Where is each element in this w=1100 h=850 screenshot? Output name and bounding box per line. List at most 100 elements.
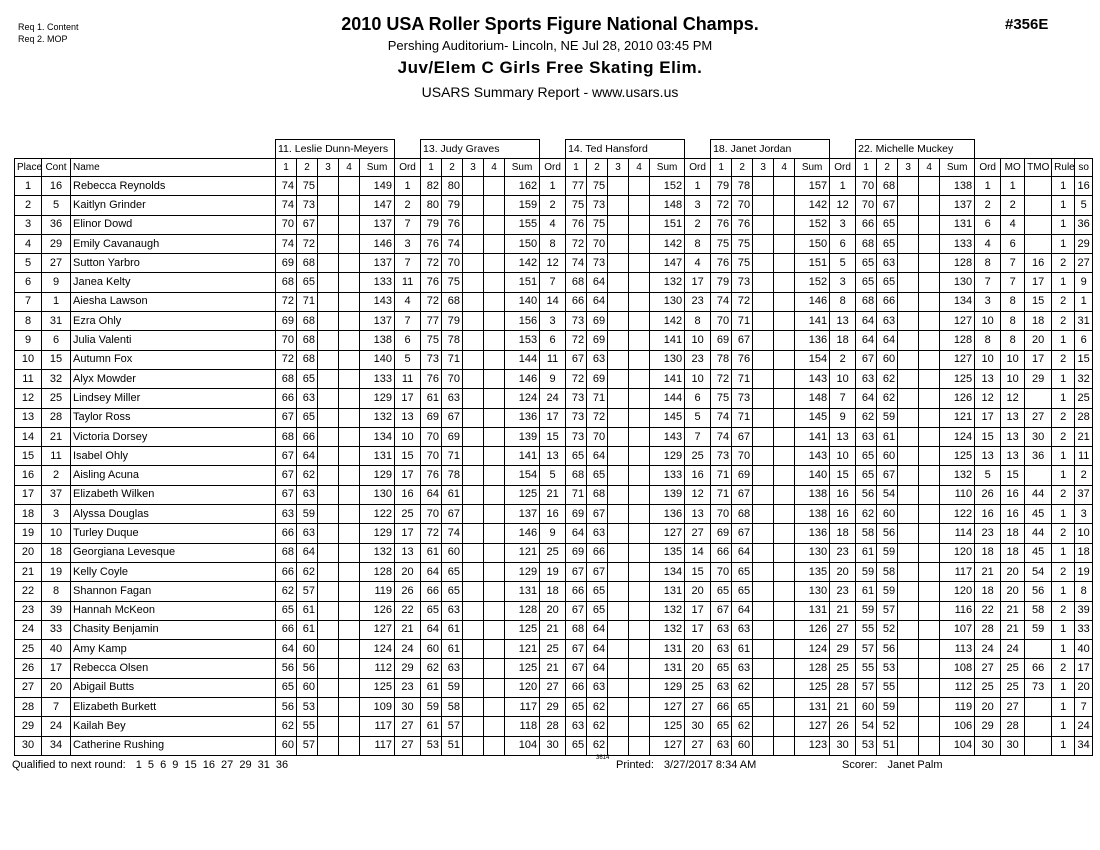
contestant-number-cell: 16	[41, 175, 71, 197]
judge2-sum: 153	[504, 330, 541, 351]
judge4-score2: 62	[731, 677, 754, 699]
judge5-sum: 132	[939, 465, 976, 486]
rule-cell: 1	[1051, 716, 1076, 737]
total-majority-ordinal-cell: 73	[1024, 677, 1053, 699]
judge2-score4	[483, 233, 506, 255]
judge5-score1: 64	[855, 388, 878, 409]
judge4-sum: 150	[794, 233, 831, 255]
judge2-score3	[462, 523, 485, 544]
skater-name: Kailah Bey	[70, 716, 276, 737]
judge2-score1: 64	[420, 484, 443, 506]
place-cell: 14	[14, 426, 42, 448]
judge2-score1: 61	[420, 388, 443, 409]
judge5-sum: 120	[939, 581, 976, 602]
contestant-number-cell: 19	[41, 561, 71, 583]
judge2-ordinal: 3	[539, 311, 567, 332]
judge5-score1: 64	[855, 311, 878, 332]
contestant-number-cell: 24	[41, 716, 71, 737]
judge4-sum: 125	[794, 677, 831, 699]
judge3-score4	[628, 272, 651, 293]
judge2-score2: 57	[441, 716, 464, 737]
judge2-score1: 77	[420, 311, 443, 332]
judge2-sum: 155	[504, 214, 541, 235]
judge3-ordinal: 25	[684, 677, 712, 699]
skater-name: Abigail Butts	[70, 677, 276, 699]
judge5-score1: 65	[855, 253, 878, 274]
judge2-ordinal: 21	[539, 658, 567, 679]
judge4-score2: 64	[731, 600, 754, 621]
judge2-score3	[462, 291, 485, 313]
judge4-score4	[773, 175, 796, 197]
skating-order-cell: 24	[1074, 716, 1094, 737]
judge1-score4	[338, 214, 360, 235]
contestant-number-cell: 3	[41, 504, 71, 525]
judge5-score3	[897, 504, 920, 525]
judge4-score3	[752, 175, 775, 197]
judge4-score4	[773, 330, 796, 351]
judge4-ordinal: 16	[829, 504, 857, 525]
judge4-score3	[752, 233, 775, 255]
skating-order-cell: 17	[1074, 658, 1094, 679]
judge3-score1: 77	[565, 175, 588, 197]
judge1-ordinal: 24	[394, 639, 422, 660]
judge2-ordinal: 29	[539, 697, 567, 718]
judge3-score2: 70	[586, 426, 609, 448]
judge5-subheader-1: 1	[855, 158, 878, 177]
judge2-ordinal: 11	[539, 349, 567, 370]
skater-row-9: 9 6 Julia Valenti 70 68 138 6 75 78 153 6 72 69 141 10…	[14, 330, 1094, 351]
place-cell: 17	[14, 484, 42, 506]
judge1-sum: 117	[358, 735, 396, 756]
judge3-score4	[628, 677, 651, 699]
judge2-score2: 58	[441, 697, 464, 718]
judge1-score4	[338, 465, 360, 486]
judge5-score1: 61	[855, 581, 878, 602]
judge2-score2: 76	[441, 214, 464, 235]
majority-ordinal-cell: 20	[1000, 561, 1026, 583]
judge4-score1: 66	[710, 697, 733, 718]
judge5-score3	[897, 561, 920, 583]
skater-row-15: 15 11 Isabel Ohly 67 64 131 15 70 71 141 13 65 64 129…	[14, 446, 1094, 467]
contestant-number-cell: 39	[41, 600, 71, 621]
judge3-score3	[607, 311, 630, 332]
judge2-score3	[462, 349, 485, 370]
judge5-score4	[918, 330, 941, 351]
judge5-sum: 128	[939, 253, 976, 274]
total-majority-ordinal-cell: 29	[1024, 368, 1053, 390]
judge3-score1: 67	[565, 600, 588, 621]
judge1-score1: 67	[275, 407, 297, 428]
judge2-score3	[462, 697, 485, 718]
skater-name: Alyssa Douglas	[70, 504, 276, 525]
skating-order-cell: 20	[1074, 677, 1094, 699]
judge4-ordinal: 5	[829, 253, 857, 274]
skating-order-cell: 15	[1074, 349, 1094, 370]
judge4-score3	[752, 542, 775, 563]
judge1-score2: 68	[296, 311, 318, 332]
judge3-score3	[607, 735, 630, 756]
judge1-sum: 137	[358, 253, 396, 274]
judge3-ordinal: 17	[684, 272, 712, 293]
judge2-score2: 71	[441, 446, 464, 467]
skating-order-cell: 34	[1074, 735, 1094, 756]
judge4-sum: 141	[794, 426, 831, 448]
judge1-subheader-sum: Sum	[358, 158, 396, 177]
skater-name: Aisling Acuna	[70, 465, 276, 486]
judge2-score3	[462, 446, 485, 467]
judge4-sum: 142	[794, 195, 831, 216]
judge2-score2: 79	[441, 195, 464, 216]
judge2-ordinal: 6	[539, 330, 567, 351]
judge4-score2: 62	[731, 716, 754, 737]
judge1-score2: 59	[296, 504, 318, 525]
judge3-score1: 63	[565, 716, 588, 737]
judge2-score1: 64	[420, 561, 443, 583]
judge4-score2: 63	[731, 658, 754, 679]
majority-ordinal-cell: 16	[1000, 504, 1026, 525]
judge3-score1: 73	[565, 311, 588, 332]
judge4-ordinal: 29	[829, 639, 857, 660]
place-cell: 15	[14, 446, 42, 467]
contestant-number-cell: 9	[41, 272, 71, 293]
judge5-score3	[897, 253, 920, 274]
judge5-score3	[897, 426, 920, 448]
total-majority-ordinal-cell	[1024, 175, 1053, 197]
judge4-sum: 130	[794, 542, 831, 563]
judge1-score4	[338, 561, 360, 583]
